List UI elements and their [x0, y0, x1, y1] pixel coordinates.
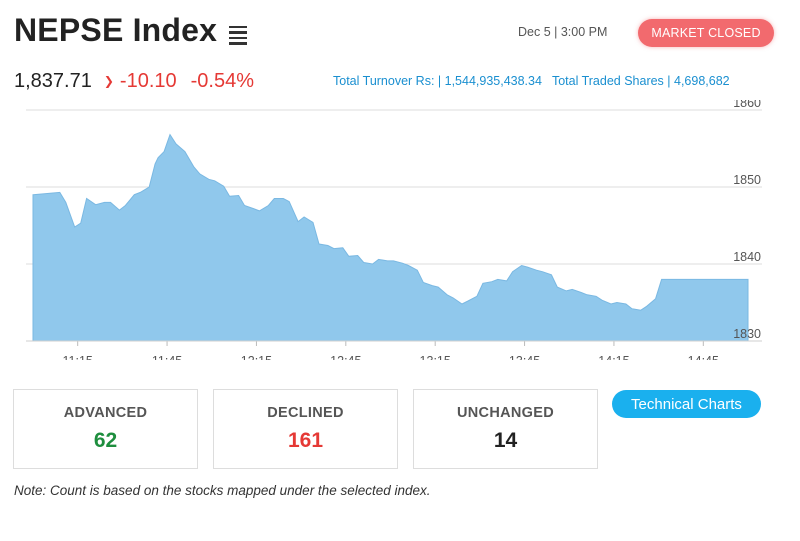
- unchanged-value: 14: [493, 429, 518, 452]
- x-tick-label: 14:45: [688, 354, 719, 360]
- x-tick-label: 12:15: [241, 354, 272, 360]
- index-area-chart[interactable]: 1830 1840 1850 1860 11:15 11:45 12:15 12:45 13:…: [0, 100, 800, 360]
- advanced-label: ADVANCED: [63, 405, 148, 421]
- turnover-row: Total Turnover Rs: | 1,544,935,438.34 Tot…: [333, 74, 730, 88]
- declined-label: DECLINED: [267, 405, 344, 421]
- market-datetime: Dec 5 | 3:00 PM: [518, 25, 608, 39]
- x-axis-ticks: 11:15 11:45 12:15 12:45 13:15 13:45 14:15 14:45: [26, 340, 762, 360]
- unchanged-box: UNCHANGED 14: [413, 389, 598, 469]
- index-area-series: [32, 133, 749, 342]
- page-title: NEPSE Index: [14, 12, 248, 49]
- chevron-down-icon: ❯: [103, 73, 114, 88]
- total-turnover: Total Turnover Rs: | 1,544,935,438.34: [333, 74, 542, 88]
- y-tick-label: 1850: [733, 173, 761, 187]
- hamburger-menu-icon[interactable]: [229, 23, 248, 45]
- market-status-badge: MARKET CLOSED: [638, 19, 774, 47]
- x-tick-label: 11:45: [152, 354, 182, 360]
- footnote: Note: Count is based on the stocks mappe…: [14, 483, 431, 498]
- technical-charts-button[interactable]: Technical Charts: [612, 390, 761, 418]
- x-tick-label: 11:15: [63, 354, 93, 360]
- y-tick-label: 1840: [733, 250, 761, 264]
- price-change-percent: -0.54%: [190, 70, 255, 92]
- x-tick-label: 13:45: [509, 354, 540, 360]
- price-change: -10.10: [119, 70, 177, 92]
- y-tick-label: 1860: [733, 100, 761, 110]
- total-traded-shares: Total Traded Shares | 4,698,682: [551, 74, 730, 88]
- advanced-box: ADVANCED 62: [13, 389, 198, 469]
- advanced-value: 62: [93, 429, 118, 452]
- x-tick-label: 12:45: [330, 354, 361, 360]
- declined-value: 161: [287, 429, 324, 452]
- index-title: NEPSE Index: [14, 12, 218, 48]
- x-tick-label: 13:15: [420, 354, 451, 360]
- unchanged-label: UNCHANGED: [457, 405, 554, 421]
- last-price: 1,837.71: [14, 70, 92, 92]
- y-tick-label: 1830: [733, 327, 761, 341]
- declined-box: DECLINED 161: [213, 389, 398, 469]
- price-row: 1,837.71 ❯ -10.10 -0.54%: [14, 70, 254, 93]
- x-tick-label: 14:15: [598, 354, 629, 360]
- y-axis-ticks: 1830 1840 1850 1860: [733, 100, 761, 341]
